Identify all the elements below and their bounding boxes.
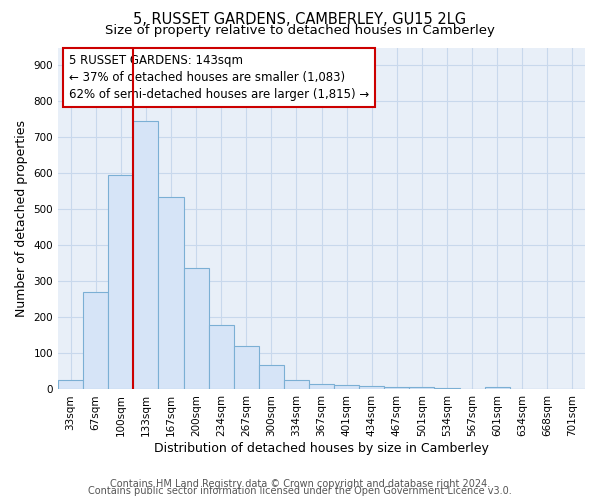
Bar bbox=[485, 386, 510, 390]
Bar bbox=[334, 385, 359, 390]
Bar bbox=[434, 388, 460, 390]
Text: 5 RUSSET GARDENS: 143sqm
← 37% of detached houses are smaller (1,083)
62% of sem: 5 RUSSET GARDENS: 143sqm ← 37% of detach… bbox=[68, 54, 369, 102]
Text: Size of property relative to detached houses in Camberley: Size of property relative to detached ho… bbox=[105, 24, 495, 37]
Bar bbox=[384, 386, 409, 390]
Bar bbox=[309, 384, 334, 390]
Y-axis label: Number of detached properties: Number of detached properties bbox=[15, 120, 28, 317]
Bar bbox=[209, 326, 233, 390]
Bar bbox=[535, 388, 560, 390]
Text: Contains HM Land Registry data © Crown copyright and database right 2024.: Contains HM Land Registry data © Crown c… bbox=[110, 479, 490, 489]
Bar bbox=[58, 380, 83, 390]
Bar bbox=[409, 388, 434, 390]
Bar bbox=[359, 386, 384, 390]
Bar bbox=[133, 122, 158, 390]
Bar bbox=[284, 380, 309, 390]
Text: 5, RUSSET GARDENS, CAMBERLEY, GU15 2LG: 5, RUSSET GARDENS, CAMBERLEY, GU15 2LG bbox=[133, 12, 467, 28]
Bar bbox=[259, 365, 284, 390]
Bar bbox=[83, 292, 108, 390]
Bar bbox=[460, 388, 485, 390]
Bar bbox=[184, 268, 209, 390]
X-axis label: Distribution of detached houses by size in Camberley: Distribution of detached houses by size … bbox=[154, 442, 489, 455]
Bar bbox=[233, 346, 259, 390]
Bar bbox=[158, 197, 184, 390]
Bar bbox=[560, 388, 585, 390]
Bar bbox=[108, 176, 133, 390]
Text: Contains public sector information licensed under the Open Government Licence v3: Contains public sector information licen… bbox=[88, 486, 512, 496]
Bar bbox=[510, 388, 535, 390]
